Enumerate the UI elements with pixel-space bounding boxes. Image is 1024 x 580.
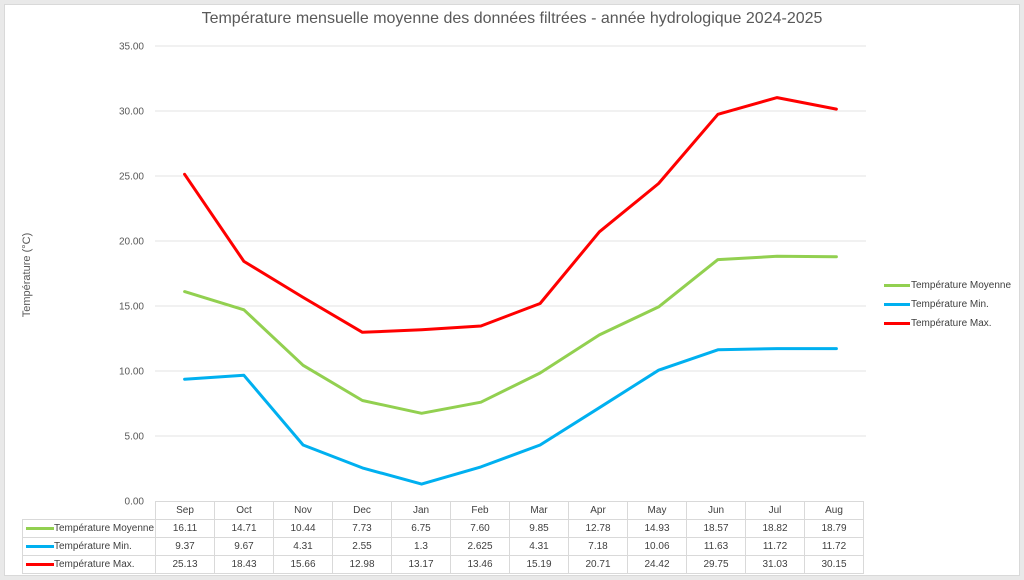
data-value-cell: 10.06 — [627, 537, 687, 556]
x-category-label: May — [627, 501, 687, 520]
series-line-2 — [183, 96, 838, 334]
data-value-cell: 31.03 — [745, 555, 805, 574]
data-table: Sep Oct Nov Dec Jan Feb Mar Apr May Jun Jul Aug Temp… — [22, 501, 864, 574]
x-category-label: Dec — [332, 501, 392, 520]
legend-key-line — [26, 544, 54, 548]
legend-item-max: Température Max. — [884, 314, 1011, 333]
data-value-cell: 7.60 — [450, 519, 510, 538]
data-value-cell: 15.66 — [273, 555, 333, 574]
x-category-label: Mar — [509, 501, 569, 520]
table-series-label: Température Max. — [22, 555, 156, 574]
y-tick-label: 35.00 — [119, 42, 144, 53]
data-value-cell: 7.18 — [568, 537, 628, 556]
x-category-label: Apr — [568, 501, 628, 520]
data-value-cell: 11.72 — [745, 537, 805, 556]
data-value-cell: 9.85 — [509, 519, 569, 538]
data-value-cell: 11.63 — [686, 537, 746, 556]
data-value-cell: 13.46 — [450, 555, 510, 574]
series-line-0 — [183, 254, 838, 415]
data-value-cell: 18.57 — [686, 519, 746, 538]
data-value-cell: 12.78 — [568, 519, 628, 538]
legend-label: Température Max. — [911, 318, 992, 329]
legend-label: Température Min. — [911, 299, 989, 310]
legend-item-min: Température Min. — [884, 295, 1011, 314]
x-category-label: Jul — [745, 501, 805, 520]
y-tick-label: 20.00 — [119, 237, 144, 248]
legend-line-min — [884, 303, 910, 306]
y-tick-label: 30.00 — [119, 107, 144, 118]
table-row: Température Max. 25.13 18.43 15.66 12.98 13.1… — [22, 555, 864, 574]
data-value-cell: 9.37 — [155, 537, 215, 556]
x-category-label: Sep — [155, 501, 215, 520]
table-corner — [22, 501, 156, 520]
series-name: Température Moyenne — [54, 523, 155, 534]
data-value-cell: 14.93 — [627, 519, 687, 538]
y-tick-label: 5.00 — [125, 432, 145, 443]
data-value-cell: 4.31 — [509, 537, 569, 556]
data-value-cell: 12.98 — [332, 555, 392, 574]
data-value-cell: 25.13 — [155, 555, 215, 574]
data-value-cell: 16.11 — [155, 519, 215, 538]
table-header-row: Sep Oct Nov Dec Jan Feb Mar Apr May Jun Jul Aug — [22, 501, 864, 520]
data-value-cell: 4.31 — [273, 537, 333, 556]
data-value-cell: 24.42 — [627, 555, 687, 574]
data-value-cell: 9.67 — [214, 537, 274, 556]
data-value-cell: 20.71 — [568, 555, 628, 574]
chart-title: Température mensuelle moyenne des donnée… — [201, 10, 823, 27]
data-value-cell: 6.75 — [391, 519, 451, 538]
x-category-label: Feb — [450, 501, 510, 520]
series-name: Température Max. — [54, 559, 135, 570]
legend-item-moyenne: Température Moyenne — [884, 276, 1011, 295]
legend-line-max — [884, 322, 910, 325]
data-value-cell: 11.72 — [804, 537, 864, 556]
data-value-cell: 30.15 — [804, 555, 864, 574]
data-value-cell: 2.55 — [332, 537, 392, 556]
legend-key-line — [26, 562, 54, 566]
x-category-label: Jun — [686, 501, 746, 520]
data-value-cell: 13.17 — [391, 555, 451, 574]
x-category-label: Nov — [273, 501, 333, 520]
legend-line-moyenne — [884, 284, 910, 287]
x-category-label: Jan — [391, 501, 451, 520]
data-value-cell: 10.44 — [273, 519, 333, 538]
y-tick-label: 15.00 — [119, 302, 144, 313]
data-value-cell: 18.82 — [745, 519, 805, 538]
data-value-cell: 18.79 — [804, 519, 864, 538]
table-row: Température Moyenne 16.11 14.71 10.44 7.73 6.… — [22, 519, 864, 538]
legend: Température Moyenne Température Min. Tem… — [884, 276, 1011, 333]
y-tick-label: 10.00 — [119, 367, 144, 378]
data-value-cell: 14.71 — [214, 519, 274, 538]
data-value-cell: 29.75 — [686, 555, 746, 574]
chart-frame — [4, 4, 1020, 576]
table-row: Température Min. 9.37 9.67 4.31 2.55 1.3 2.625… — [22, 537, 864, 556]
data-value-cell: 7.73 — [332, 519, 392, 538]
data-value-cell: 18.43 — [214, 555, 274, 574]
table-series-label: Température Moyenne — [22, 519, 156, 538]
data-value-cell: 15.19 — [509, 555, 569, 574]
table-series-label: Température Min. — [22, 537, 156, 556]
y-tick-label: 25.00 — [119, 172, 144, 183]
data-value-cell: 2.625 — [450, 537, 510, 556]
legend-key-line — [26, 526, 54, 530]
data-value-cell: 1.3 — [391, 537, 451, 556]
series-line-1 — [183, 347, 838, 486]
x-category-label: Aug — [804, 501, 864, 520]
x-category-label: Oct — [214, 501, 274, 520]
legend-label: Température Moyenne — [911, 280, 1012, 291]
series-name: Température Min. — [54, 541, 132, 552]
